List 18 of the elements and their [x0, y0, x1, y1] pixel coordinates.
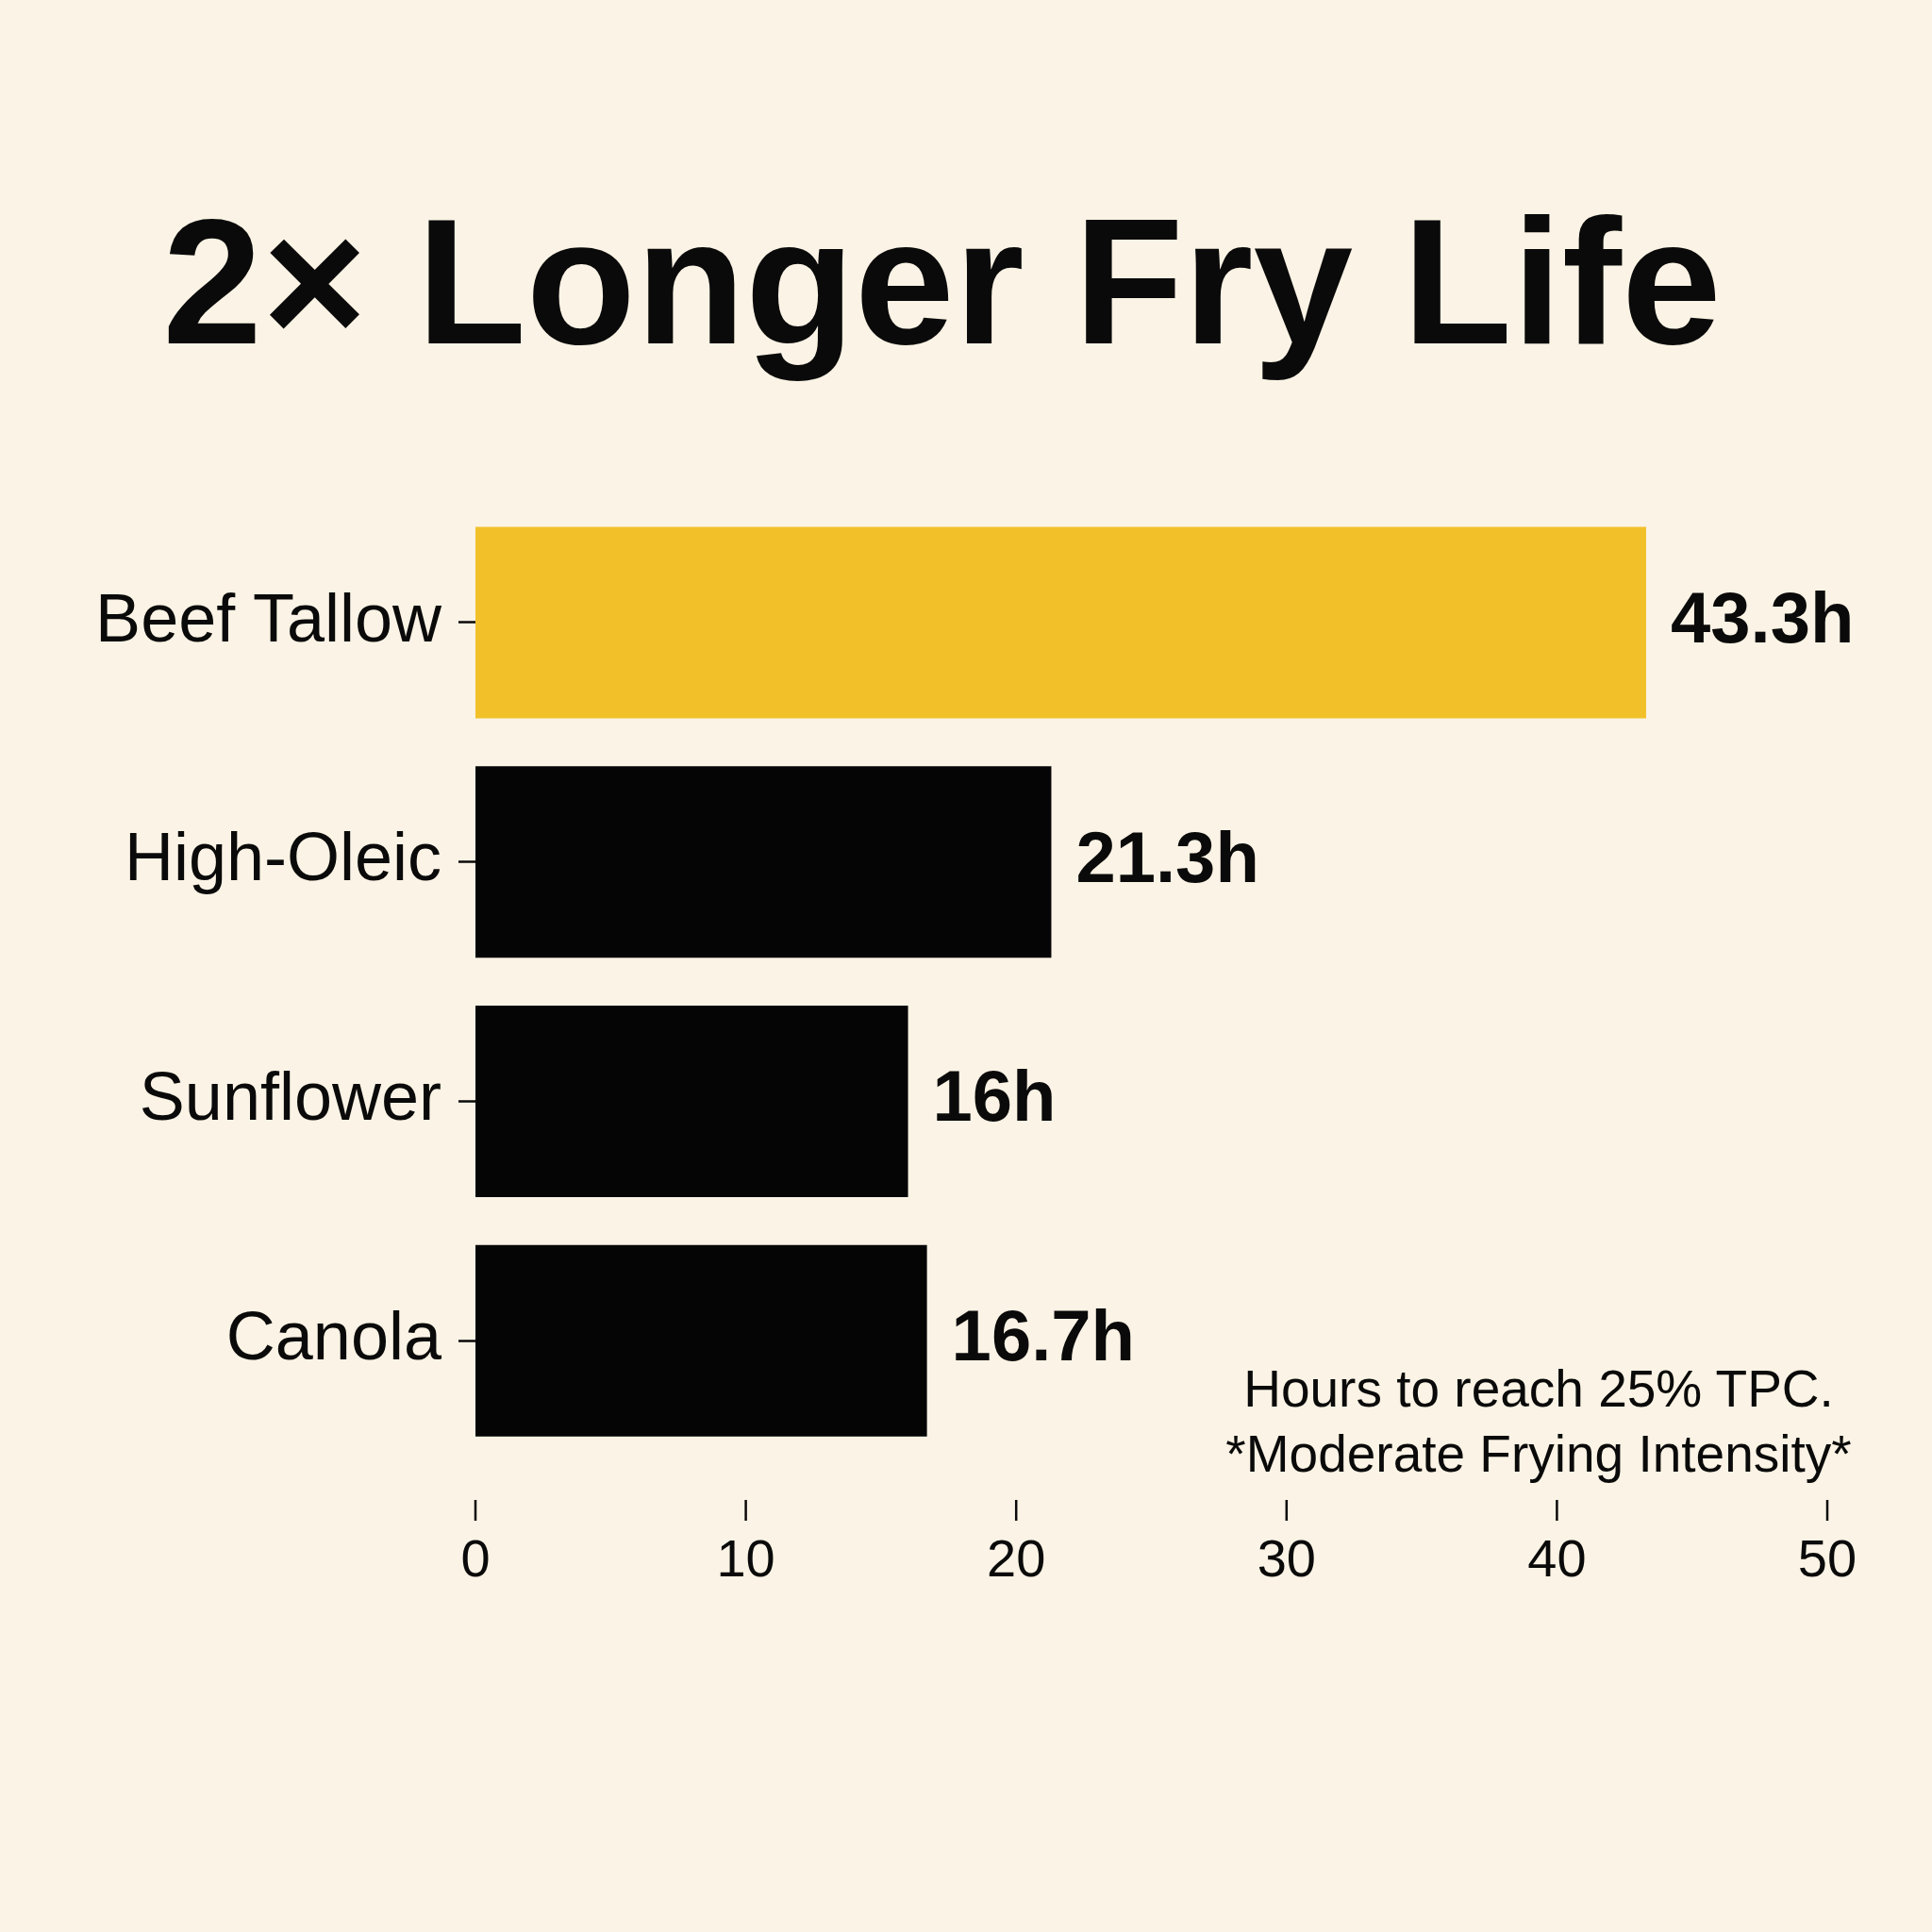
data-label: 16h [932, 1056, 1057, 1137]
chart-title: 2× Longer Fry Life [162, 181, 1722, 382]
data-label: 43.3h [1670, 576, 1855, 658]
x-tick-label: 40 [1527, 1528, 1587, 1589]
x-tick-label: 20 [987, 1528, 1046, 1589]
data-label: 21.3h [1075, 816, 1259, 897]
x-tick-label: 10 [716, 1528, 775, 1589]
bar [475, 526, 1646, 719]
y-tick-label: Beef Tallow [95, 579, 442, 656]
annotation: Hours to reach 25% TPC. [1243, 1359, 1834, 1419]
data-label: 16.7h [951, 1295, 1135, 1376]
y-tick-label: Canola [225, 1297, 442, 1374]
annotation: *Moderate Frying Intensity* [1225, 1424, 1852, 1484]
x-tick-label: 30 [1257, 1528, 1316, 1589]
y-tick-label: Sunflower [139, 1058, 441, 1135]
x-tick-label: 0 [460, 1528, 491, 1589]
x-tick-label: 50 [1797, 1528, 1857, 1589]
y-tick-label: High-Oleic [124, 819, 441, 895]
